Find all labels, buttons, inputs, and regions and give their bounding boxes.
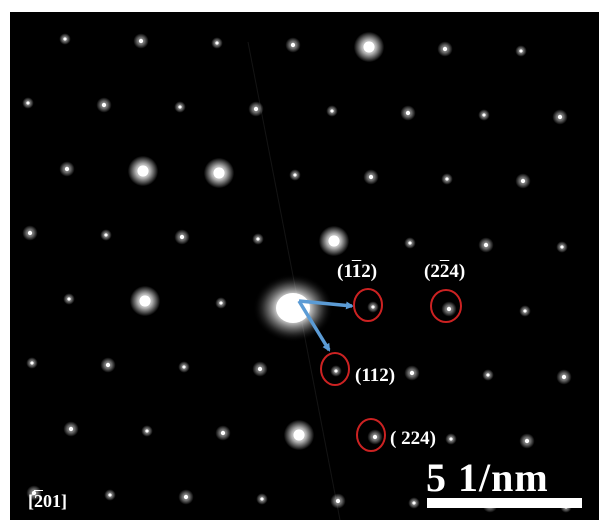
diffraction-spot xyxy=(26,101,30,105)
diffraction-spot xyxy=(64,166,70,172)
diffraction-spot xyxy=(523,309,527,313)
diffraction-spot xyxy=(260,497,264,501)
diffraction-spot xyxy=(138,38,144,44)
diffraction-spot xyxy=(519,49,523,53)
diffraction-spot xyxy=(293,173,297,177)
diffraction-spot xyxy=(405,110,411,116)
diffraction-spot xyxy=(215,41,219,45)
diffraction-spot xyxy=(483,242,489,248)
scale-bar-label: 5 1/nm xyxy=(426,455,549,500)
diffraction-spot xyxy=(256,237,260,241)
faint-streak xyxy=(247,41,341,520)
diffraction-spot xyxy=(183,494,189,500)
diffraction-spot xyxy=(68,426,74,432)
diffraction-spot xyxy=(486,373,490,377)
diffraction-spot xyxy=(371,305,375,309)
diffraction-spot xyxy=(137,165,149,177)
diffraction-spot xyxy=(482,113,486,117)
hkl-label-3: (112) xyxy=(355,365,396,386)
diffraction-spot xyxy=(139,295,151,307)
diffraction-spot xyxy=(524,438,530,444)
diffraction-spot xyxy=(220,430,226,436)
diffraction-spot xyxy=(63,37,67,41)
diffraction-pattern xyxy=(22,31,572,520)
diffraction-spot xyxy=(253,106,259,112)
hkl-label-1: (112) xyxy=(337,261,378,282)
diffraction-spot xyxy=(30,361,34,365)
spot-circle-4 xyxy=(356,418,386,452)
diffraction-spot xyxy=(335,498,341,504)
arrow-vector-2 xyxy=(297,300,331,352)
diffraction-spot xyxy=(293,429,305,441)
diffraction-spot xyxy=(105,362,111,368)
diffraction-spot xyxy=(412,501,416,505)
arrow-vector-1 xyxy=(298,299,354,310)
diffraction-spot xyxy=(368,174,374,180)
diffraction-spot xyxy=(219,301,223,305)
diffraction-spot xyxy=(560,245,564,249)
diffraction-spot xyxy=(145,429,149,433)
diffraction-spot xyxy=(557,114,563,120)
spot-circle-1 xyxy=(353,288,383,322)
diffraction-spot xyxy=(334,369,338,373)
diffraction-spot xyxy=(330,109,334,113)
diffraction-spot xyxy=(520,178,526,184)
hkl-label-4: ( 224) xyxy=(390,428,436,449)
scale-bar xyxy=(427,498,582,508)
diffraction-spot xyxy=(182,365,186,369)
diffraction-spot xyxy=(442,46,448,52)
diffraction-spot xyxy=(408,241,412,245)
diffraction-spots xyxy=(22,31,572,513)
diffraction-spot xyxy=(213,167,225,179)
diffraction-image: (112) (224) (112) ( 224) 5 1/nm [201] xyxy=(10,12,599,520)
diffraction-spot xyxy=(409,370,415,376)
diffraction-spot xyxy=(446,306,452,312)
diffraction-spot xyxy=(104,233,108,237)
diffraction-spot xyxy=(372,434,378,440)
zone-axis-label: [201] xyxy=(28,491,67,511)
diffraction-spot xyxy=(27,230,33,236)
spot-circle-3 xyxy=(320,352,350,386)
diffraction-spot xyxy=(561,374,567,380)
diffraction-spot xyxy=(101,102,107,108)
diffraction-spot xyxy=(178,105,182,109)
diffraction-spot xyxy=(31,490,37,496)
diffraction-spot xyxy=(363,41,375,53)
diffraction-spot xyxy=(328,235,340,247)
hkl-label-2: (224) xyxy=(424,261,466,282)
diffraction-spot xyxy=(67,297,71,301)
diffraction-spot xyxy=(179,234,185,240)
diffraction-spot xyxy=(445,177,449,181)
spot-circle-2 xyxy=(430,289,462,323)
diffraction-spot xyxy=(290,42,296,48)
diffraction-spot xyxy=(257,366,263,372)
diffraction-spot xyxy=(108,493,112,497)
diffraction-spot xyxy=(449,437,453,441)
